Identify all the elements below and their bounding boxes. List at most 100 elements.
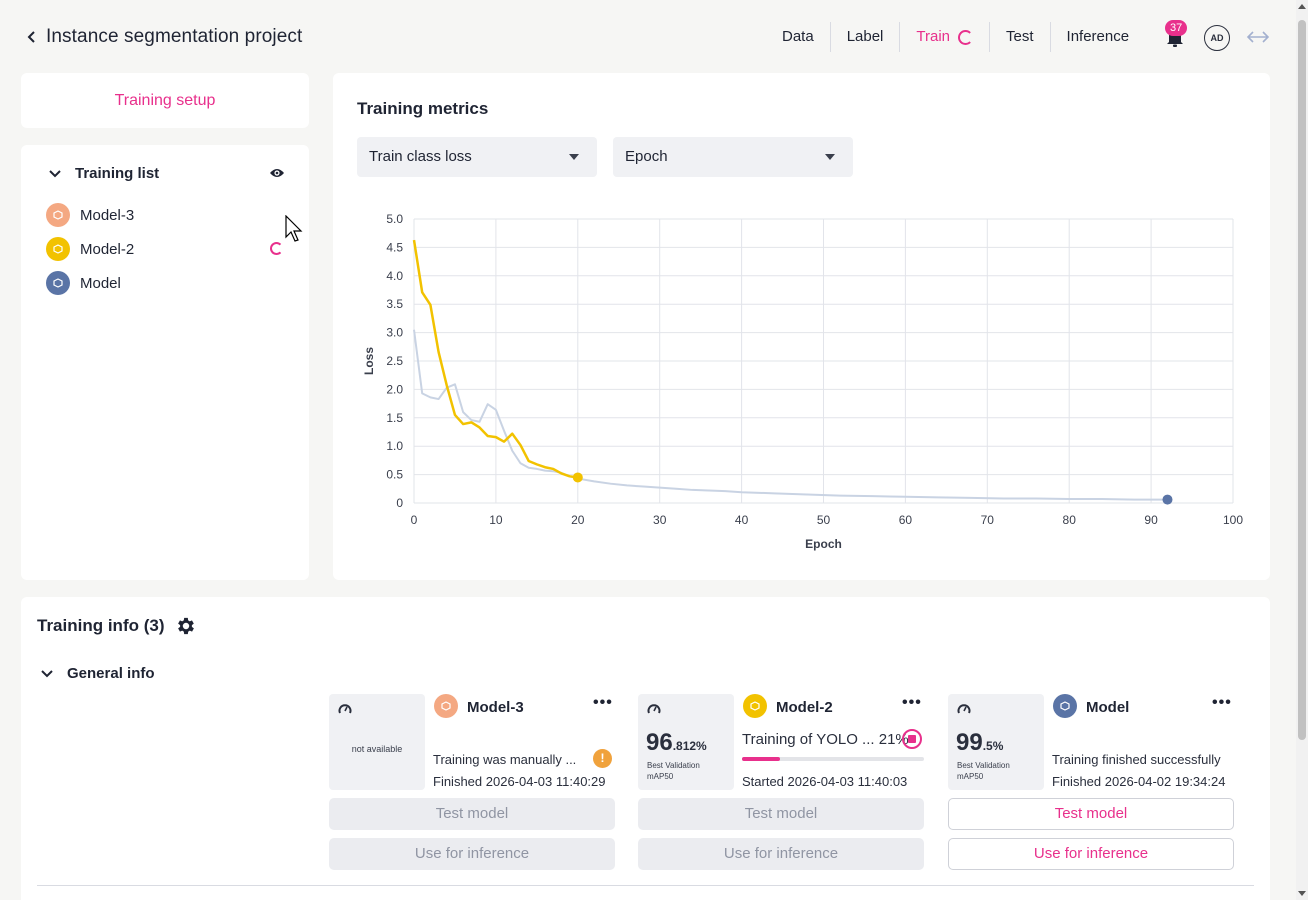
page-scrollbar[interactable] <box>1296 0 1308 900</box>
x-tick-label: 20 <box>571 513 585 527</box>
gear-icon[interactable] <box>175 615 197 637</box>
y-tick-label: 3.5 <box>386 297 403 311</box>
y-tick-label: 0.5 <box>386 468 403 482</box>
progress-fill <box>742 757 781 761</box>
model-icon <box>1060 701 1070 711</box>
model-card-name: Model-3 <box>467 699 524 716</box>
model-avatar <box>46 203 70 227</box>
training-list-item[interactable]: Model <box>46 271 121 295</box>
axis-select[interactable]: Epoch <box>613 137 853 177</box>
training-list-header[interactable]: Training list <box>49 165 159 182</box>
nav-inference[interactable]: Inference <box>1051 22 1146 52</box>
general-info-header[interactable]: General info <box>41 665 155 682</box>
series-end-point <box>1162 494 1173 505</box>
metric-select[interactable]: Train class loss <box>357 137 597 177</box>
model-icon <box>53 278 63 288</box>
y-tick-label: 1.0 <box>386 439 403 453</box>
model-card-status: Training of YOLO ... 21% <box>742 731 909 748</box>
training-list-item[interactable]: Model-2 <box>46 237 134 261</box>
metric-box: 99.5% Best Validation mAP50 <box>948 694 1044 790</box>
main-nav: Data Label Train Test Inference <box>766 22 1145 52</box>
expand-arrows-icon[interactable] <box>1246 28 1270 46</box>
training-progress-bar <box>742 757 924 761</box>
x-axis-label: Epoch <box>805 537 842 551</box>
model-name: Model-2 <box>80 240 135 258</box>
nav-data[interactable]: Data <box>766 22 831 52</box>
training-info-header: Training info (3) <box>37 615 197 637</box>
metric-label: Best Validation mAP50 <box>647 761 700 781</box>
gauge-icon <box>647 704 661 714</box>
nav-train-label: Train <box>916 28 951 45</box>
test-model-button[interactable]: Test model <box>948 798 1234 830</box>
mouse-cursor-icon <box>285 215 303 242</box>
metric-not-available: not available <box>351 744 403 754</box>
use-for-inference-button[interactable]: Use for inference <box>638 838 924 870</box>
nav-train[interactable]: Train <box>900 22 991 52</box>
y-tick-label: 2.5 <box>386 354 403 368</box>
general-info-title: General info <box>67 665 155 682</box>
x-tick-label: 60 <box>899 513 913 527</box>
x-tick-label: 50 <box>817 513 831 527</box>
training-setup-card[interactable]: Training setup <box>21 73 309 128</box>
user-avatar[interactable]: AD <box>1204 25 1230 51</box>
x-tick-label: 0 <box>411 513 418 527</box>
training-list-item[interactable]: Model-3 <box>46 203 134 227</box>
eye-icon[interactable] <box>269 167 285 179</box>
use-for-inference-button[interactable]: Use for inference <box>948 838 1234 870</box>
test-model-button[interactable]: Test model <box>638 798 924 830</box>
model-card-time: Finished 2026-04-03 11:40:29 <box>433 774 606 789</box>
model-card-status: Training was manually ... <box>433 752 577 767</box>
nav-label-label: Label <box>846 28 884 45</box>
more-options-icon[interactable]: ••• <box>902 694 922 711</box>
scroll-down-icon[interactable] <box>1298 891 1306 896</box>
x-tick-label: 90 <box>1144 513 1158 527</box>
y-tick-label: 4.5 <box>386 240 403 254</box>
y-axis-label: Loss <box>362 347 376 375</box>
gauge-icon <box>957 704 971 714</box>
x-tick-label: 30 <box>653 513 667 527</box>
more-options-icon[interactable]: ••• <box>593 694 613 711</box>
nav-data-label: Data <box>782 28 814 45</box>
metric-int: 99 <box>956 729 983 756</box>
chevron-left-icon <box>27 31 35 43</box>
model-name: Model <box>80 274 121 292</box>
model-avatar <box>743 694 767 718</box>
metric-box: 96.812% Best Validation mAP50 <box>638 694 734 790</box>
training-info-panel: Training info (3) General info not avail… <box>21 597 1270 900</box>
y-tick-label: 1.5 <box>386 411 403 425</box>
series-line <box>412 239 578 479</box>
scrollbar-thumb[interactable] <box>1298 20 1306 740</box>
training-list-title: Training list <box>75 165 160 182</box>
model-icon <box>441 701 451 711</box>
y-tick-label: 0 <box>396 496 403 510</box>
model-card-name: Model-2 <box>776 699 833 716</box>
divider <box>37 885 1254 886</box>
training-info-title: Training info (3) <box>37 616 165 635</box>
test-model-button[interactable]: Test model <box>329 798 615 830</box>
more-options-icon[interactable]: ••• <box>1212 694 1232 711</box>
training-list-panel: Training list Model-3 Model-2 Model <box>21 145 309 580</box>
model-card-time: Finished 2026-04-02 19:34:24 <box>1052 774 1226 789</box>
chevron-down-icon <box>41 669 53 677</box>
use-for-inference-button[interactable]: Use for inference <box>329 838 615 870</box>
training-metrics-panel: Training metrics Train class loss Epoch … <box>333 73 1270 580</box>
nav-test[interactable]: Test <box>990 22 1051 52</box>
model-avatar <box>46 237 70 261</box>
model-avatar <box>46 271 70 295</box>
metric-select-value: Train class loss <box>369 148 472 165</box>
scroll-up-icon[interactable] <box>1298 4 1306 9</box>
model-card-status: Training finished successfully <box>1052 752 1221 767</box>
x-tick-label: 100 <box>1223 513 1243 527</box>
model-card-name: Model <box>1086 699 1130 716</box>
y-tick-label: 5.0 <box>386 212 403 226</box>
stop-training-icon[interactable] <box>902 729 922 749</box>
series-end-point <box>572 472 583 483</box>
back-button[interactable]: Instance segmentation project <box>26 26 302 48</box>
metric-box: not available <box>329 694 425 790</box>
nav-label[interactable]: Label <box>831 22 901 52</box>
project-title: Instance segmentation project <box>46 26 303 47</box>
x-tick-label: 70 <box>981 513 995 527</box>
metrics-title: Training metrics <box>357 99 489 118</box>
model-card-time: Started 2026-04-03 11:40:03 <box>742 774 908 789</box>
caret-down-icon <box>825 154 835 160</box>
